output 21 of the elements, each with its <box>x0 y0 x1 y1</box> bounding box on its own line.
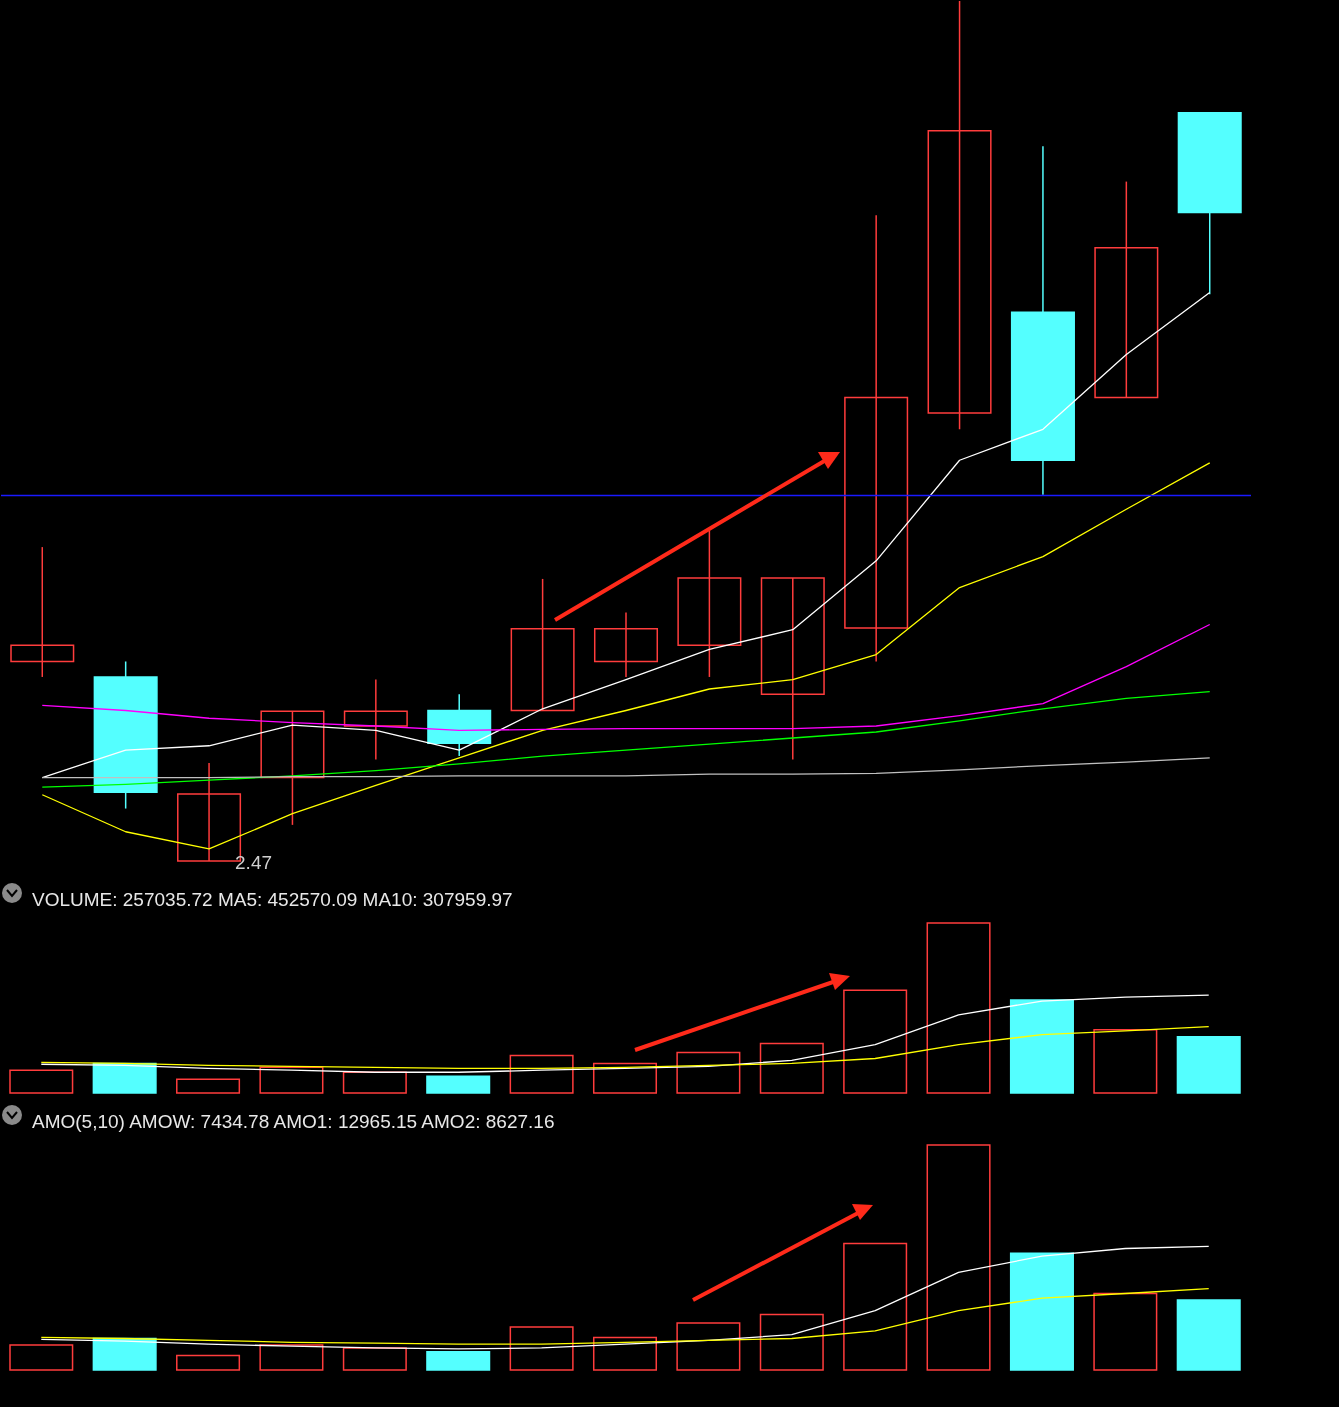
bar <box>92 1062 157 1094</box>
candlestick <box>593 611 659 678</box>
chart-title: AMO(5,10) AMOW: 7434.78 AMO1: 12965.15 AMO2: 8627.16 <box>32 1111 555 1133</box>
bar <box>1176 1299 1241 1371</box>
candlestick <box>343 678 408 761</box>
chart-title: VOLUME: 257035.72 MA5: 452570.09 MA10: 307959.97 <box>32 889 513 911</box>
bar <box>1176 1035 1241 1094</box>
bar <box>1009 1252 1074 1371</box>
candlestick <box>677 529 742 678</box>
candlestick <box>510 578 575 712</box>
bar <box>1009 999 1074 1094</box>
candlestick <box>927 0 992 431</box>
bar <box>426 1075 491 1094</box>
bar <box>426 1351 491 1371</box>
candlestick <box>10 546 75 678</box>
candlestick <box>260 710 325 826</box>
candlestick <box>844 214 909 663</box>
candlestick <box>760 577 825 761</box>
annotation: 2.47 <box>235 852 273 873</box>
bar <box>92 1337 157 1371</box>
candlestick <box>1094 180 1159 399</box>
